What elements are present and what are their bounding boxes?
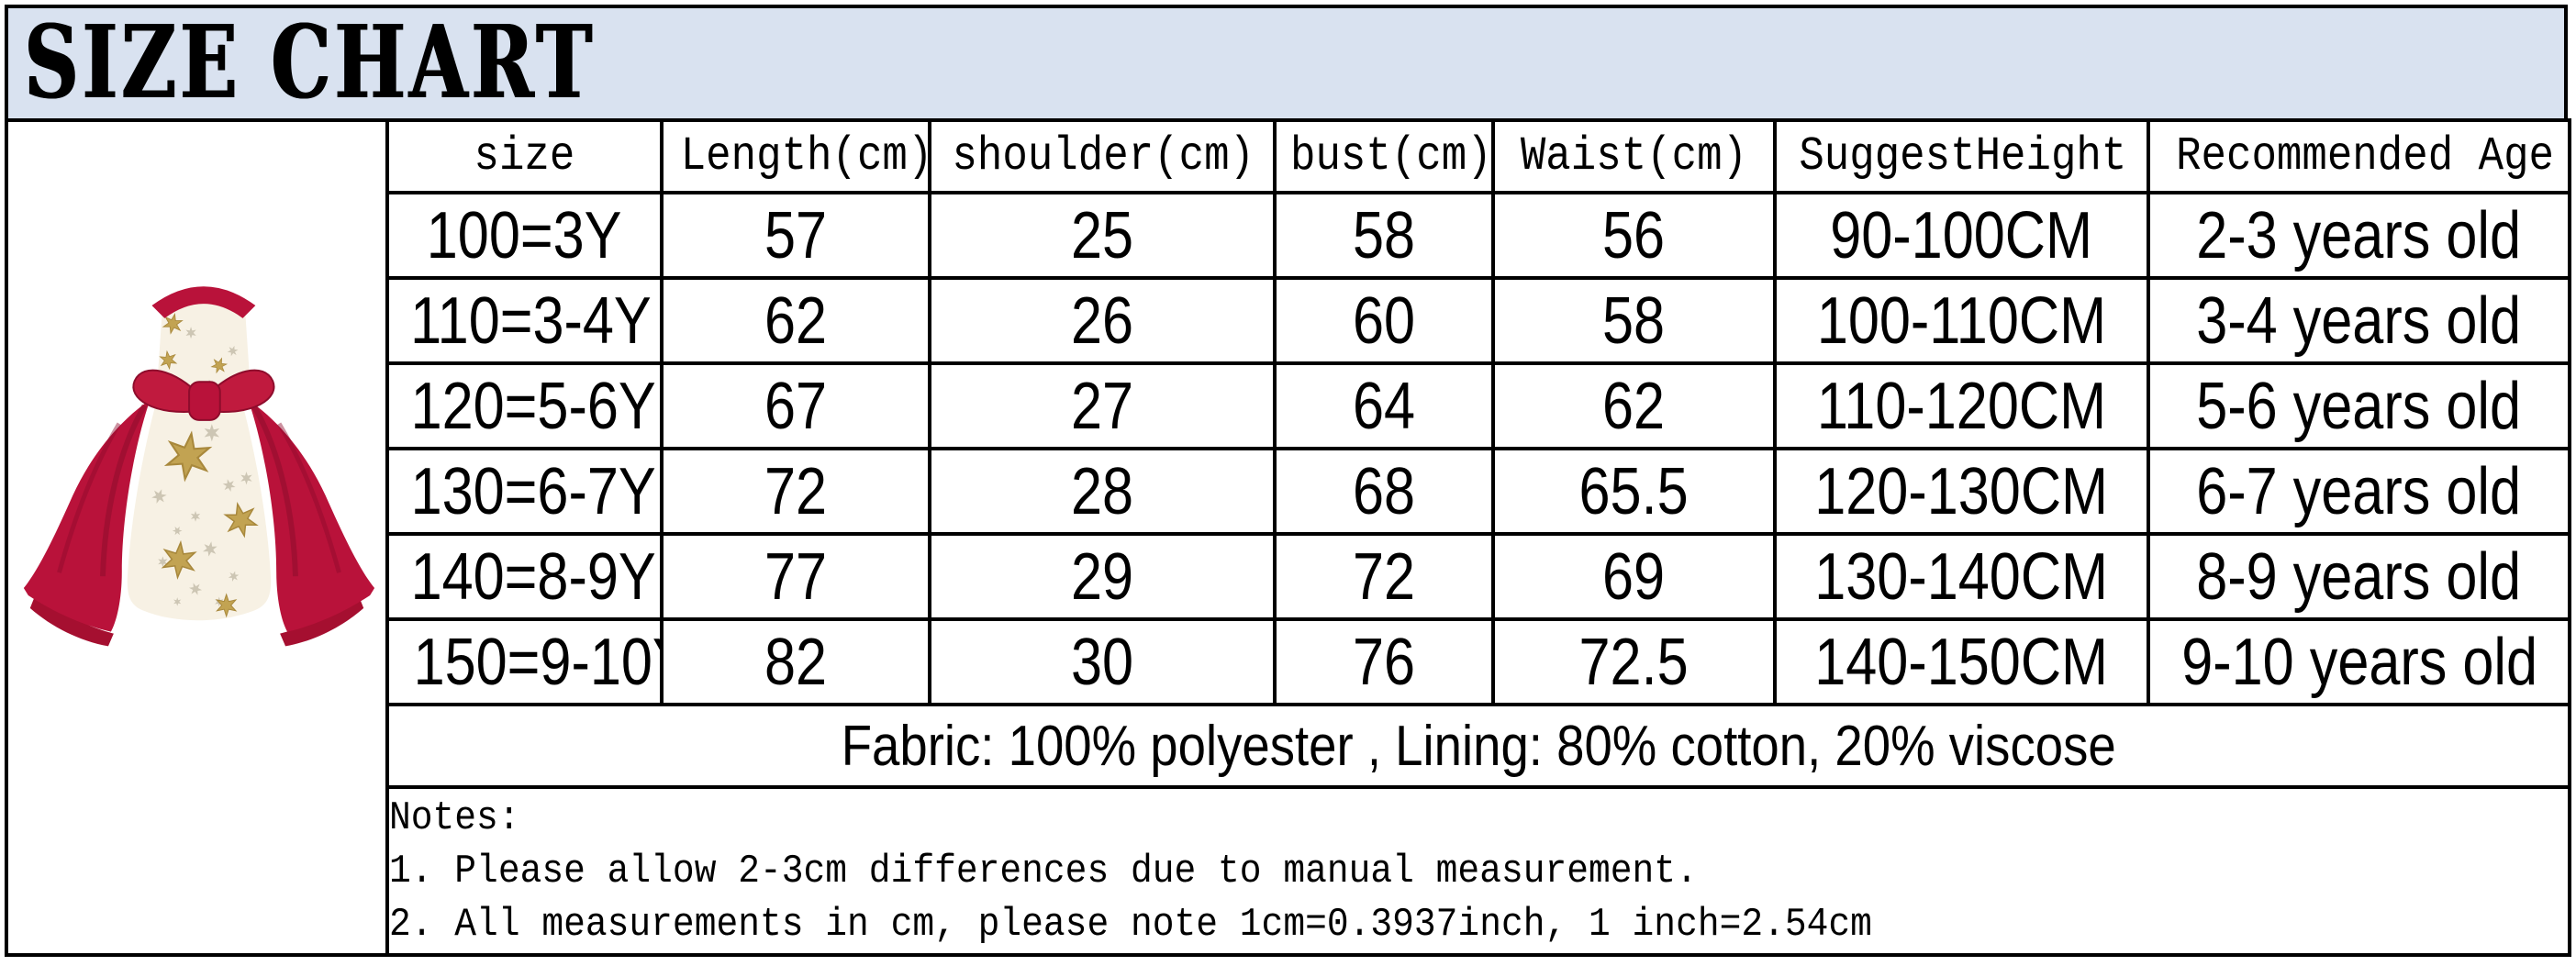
header-row: size Length(cm) shoulder(cm) bust(cm) Wa… — [5, 118, 2571, 957]
cell-waist: 58 — [1491, 276, 1777, 365]
table-row-110: 110=3-4Y 62 26 60 58 100-110CM 3-4 years… — [6, 276, 2571, 365]
cell-suggest-height: 140-150CM — [1773, 617, 2150, 706]
cell-suggest-height: 110-120CM — [1773, 361, 2150, 450]
cell-bust: 60 — [1273, 276, 1495, 365]
cell-bust: 68 — [1273, 447, 1495, 536]
cell-suggest-height: 120-130CM — [1773, 447, 2150, 536]
cell-recommended-age: 8-9 years old — [2147, 532, 2571, 621]
table-row-100: 100=3Y 57 25 58 56 90-100CM 2-3 years ol… — [6, 191, 2571, 280]
col-header-recommended-age: Recommended Age — [2147, 118, 2571, 194]
cell-suggest-height: 90-100CM — [1773, 191, 2150, 280]
col-header-suggest-height: SuggestHeight — [1773, 118, 2150, 194]
cell-recommended-age: 2-3 years old — [2147, 191, 2571, 280]
cell-length: 57 — [660, 191, 931, 280]
col-header-length: Length(cm) — [660, 118, 931, 194]
cell-waist: 69 — [1491, 532, 1777, 621]
notes-heading: Notes: — [389, 794, 520, 841]
cell-bust: 72 — [1273, 532, 1495, 621]
cell-shoulder: 29 — [928, 532, 1277, 621]
table-row-140: 140=8-9Y 77 29 72 69 130-140CM 8-9 years… — [6, 532, 2571, 621]
col-header-shoulder: shoulder(cm) — [928, 118, 1277, 194]
cell-size: 150=9-10Y — [385, 617, 664, 706]
note-item-2: 2. All measurements in cm, please note 1… — [389, 901, 1872, 948]
cell-length: 62 — [660, 276, 931, 365]
cell-bust: 58 — [1273, 191, 1495, 280]
cell-size: 110=3-4Y — [385, 276, 664, 365]
cell-size: 140=8-9Y — [385, 532, 664, 621]
table-row-150: 150=9-10Y 82 30 76 72.5 140-150CM 9-10 y… — [6, 617, 2571, 706]
cell-shoulder: 27 — [928, 361, 1277, 450]
cell-recommended-age: 9-10 years old — [2147, 617, 2571, 706]
cell-shoulder: 28 — [928, 447, 1277, 536]
cell-size: 120=5-6Y — [385, 361, 664, 450]
cell-size: 130=6-7Y — [385, 447, 664, 536]
page-title: SIZE CHART — [24, 3, 597, 121]
size-chart-title-bar: SIZE CHART — [5, 5, 2568, 122]
cell-shoulder: 26 — [928, 276, 1277, 365]
cell-length: 72 — [660, 447, 931, 536]
cell-length: 82 — [660, 617, 931, 706]
cell-bust: 64 — [1273, 361, 1495, 450]
col-header-waist: Waist(cm) — [1491, 118, 1777, 194]
notes-cell: Notes: 1. Please allow 2-3cm differences… — [385, 785, 2571, 957]
cell-size: 100=3Y — [385, 191, 664, 280]
cell-recommended-age: 5-6 years old — [2147, 361, 2571, 450]
cell-recommended-age: 6-7 years old — [2147, 447, 2571, 536]
cell-suggest-height: 100-110CM — [1773, 276, 2150, 365]
col-header-size: size — [385, 118, 664, 194]
table-row-130: 130=6-7Y 72 28 68 65.5 120-130CM 6-7 yea… — [6, 447, 2571, 536]
col-header-bust: bust(cm) — [1273, 118, 1495, 194]
dress-product-image — [23, 286, 375, 647]
cell-shoulder: 25 — [928, 191, 1277, 280]
cell-shoulder: 30 — [928, 617, 1277, 706]
cell-waist: 56 — [1491, 191, 1777, 280]
table-row-120: 120=5-6Y 67 27 64 62 110-120CM 5-6 years… — [6, 361, 2571, 450]
size-chart-table: size Length(cm) shoulder(cm) bust(cm) Wa… — [5, 118, 2571, 957]
fabric-note: Fabric: 100% polyester , Lining: 80% cot… — [385, 703, 2571, 789]
cell-length: 67 — [660, 361, 931, 450]
cell-waist: 65.5 — [1491, 447, 1777, 536]
product-image-cell — [5, 118, 389, 957]
notes-row: Notes: 1. Please allow 2-3cm differences… — [6, 785, 2571, 957]
cell-waist: 72.5 — [1491, 617, 1777, 706]
note-item-1: 1. Please allow 2-3cm differences due to… — [389, 848, 1698, 894]
cell-suggest-height: 130-140CM — [1773, 532, 2150, 621]
cell-length: 77 — [660, 532, 931, 621]
cell-recommended-age: 3-4 years old — [2147, 276, 2571, 365]
fabric-row: Fabric: 100% polyester , Lining: 80% cot… — [6, 703, 2571, 789]
cell-bust: 76 — [1273, 617, 1495, 706]
cell-waist: 62 — [1491, 361, 1777, 450]
